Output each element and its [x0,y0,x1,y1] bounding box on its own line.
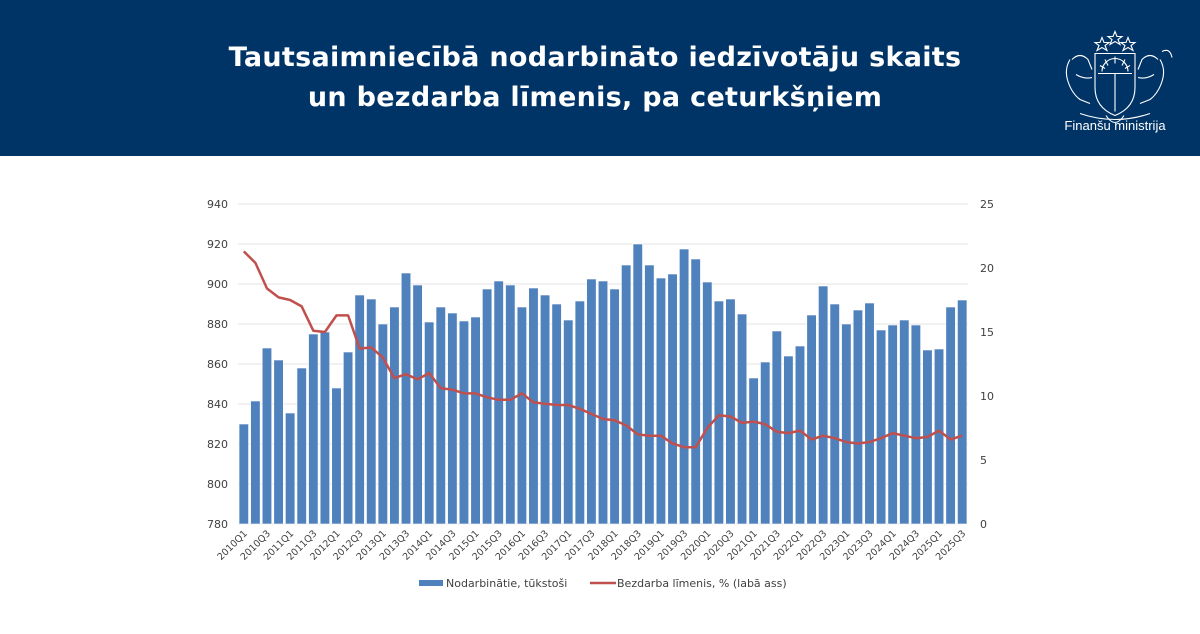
bar [354,294,365,525]
bar [690,258,701,525]
bar [377,323,388,525]
bar [609,288,620,525]
y-axis-tick-label: 880 [207,318,228,331]
bar [308,333,319,525]
title-line-1: Tautsaimniecībā nodarbināto iedzīvotāju … [228,42,962,73]
y2-axis-tick-label: 0 [980,518,987,531]
bar [528,287,539,525]
legend-bar-swatch [419,580,443,586]
bar [261,347,273,525]
y-axis-tick-label: 840 [207,398,228,411]
bar [806,314,817,525]
bar [586,278,597,525]
y-axis-tick-label: 820 [207,438,228,451]
bar [899,319,910,525]
y-axis-tick-label: 800 [207,478,228,491]
bar [505,284,516,525]
bar [736,313,748,525]
y-axis-tick-label: 940 [207,198,228,211]
bar [238,423,249,525]
chart-area: 780 800 820 840 860 880 900 920 940 0 5 10 15 20 25 201… [0,156,1200,630]
bar [319,331,330,525]
bar [296,367,307,525]
bar [597,280,609,525]
y-axis-tick-label: 780 [207,518,228,531]
bar [250,400,261,525]
bar [644,264,655,525]
bar [632,243,643,525]
bar [945,306,956,525]
bar [679,248,690,525]
bar [424,321,435,525]
bar [852,309,863,525]
bar [957,299,968,525]
bar [493,280,504,525]
y2-axis-tick-label: 15 [980,326,994,339]
bar [273,359,284,525]
page-title: Tautsaimniecībā nodarbināto iedzīvotāju … [120,38,1070,118]
y2-axis-tick-label: 20 [980,262,994,275]
bar [458,320,470,525]
bar [818,285,829,525]
bar [574,300,585,525]
bar [748,377,759,525]
bar [713,300,724,525]
y2-axis-tick-label: 5 [980,454,987,467]
bar [841,323,852,525]
title-line-2: un bezdarba līmenis, pa ceturkšņiem [307,82,883,113]
bar [829,303,840,525]
y-axis-tick-label: 900 [207,278,228,291]
bar [540,294,551,525]
bar [621,264,632,525]
bar [516,306,527,525]
bar [887,324,898,525]
bar [563,319,574,525]
bar [702,281,713,525]
y2-axis-tick-label: 10 [980,390,994,403]
bar [435,306,446,525]
bar [864,302,875,525]
bar [366,298,377,525]
bar [667,273,678,525]
bar [447,312,458,525]
org-name: Finanšu ministrija [1064,118,1166,133]
y2-axis-tick-label: 25 [980,198,994,211]
coat-of-arms-icon [1065,30,1173,124]
bar [470,316,481,525]
y-axis-tick-label: 920 [207,238,228,251]
bar [412,284,423,525]
combo-chart: 7808008208408608809009209400510152025201… [207,198,994,590]
bar [655,277,666,525]
bar [783,355,794,525]
bar [876,329,887,525]
bar [760,361,771,525]
bar [933,348,945,525]
bar [725,298,736,525]
legend-line-label: Bezdarba līmenis, % (labā ass) [617,577,787,590]
bar [551,303,562,525]
unemployment-line [242,250,963,449]
bar [285,412,296,525]
legend-bar-label: Nodarbinātie, tūkstoši [446,577,567,590]
header-banner: Tautsaimniecībā nodarbināto iedzīvotāju … [0,0,1200,156]
bar [482,288,493,525]
bar [331,387,342,525]
bar [400,272,412,525]
bar [389,306,400,525]
bar [771,330,782,525]
bar [794,345,806,525]
bar [910,324,921,525]
y-axis-tick-label: 860 [207,358,228,371]
bar [343,351,354,525]
